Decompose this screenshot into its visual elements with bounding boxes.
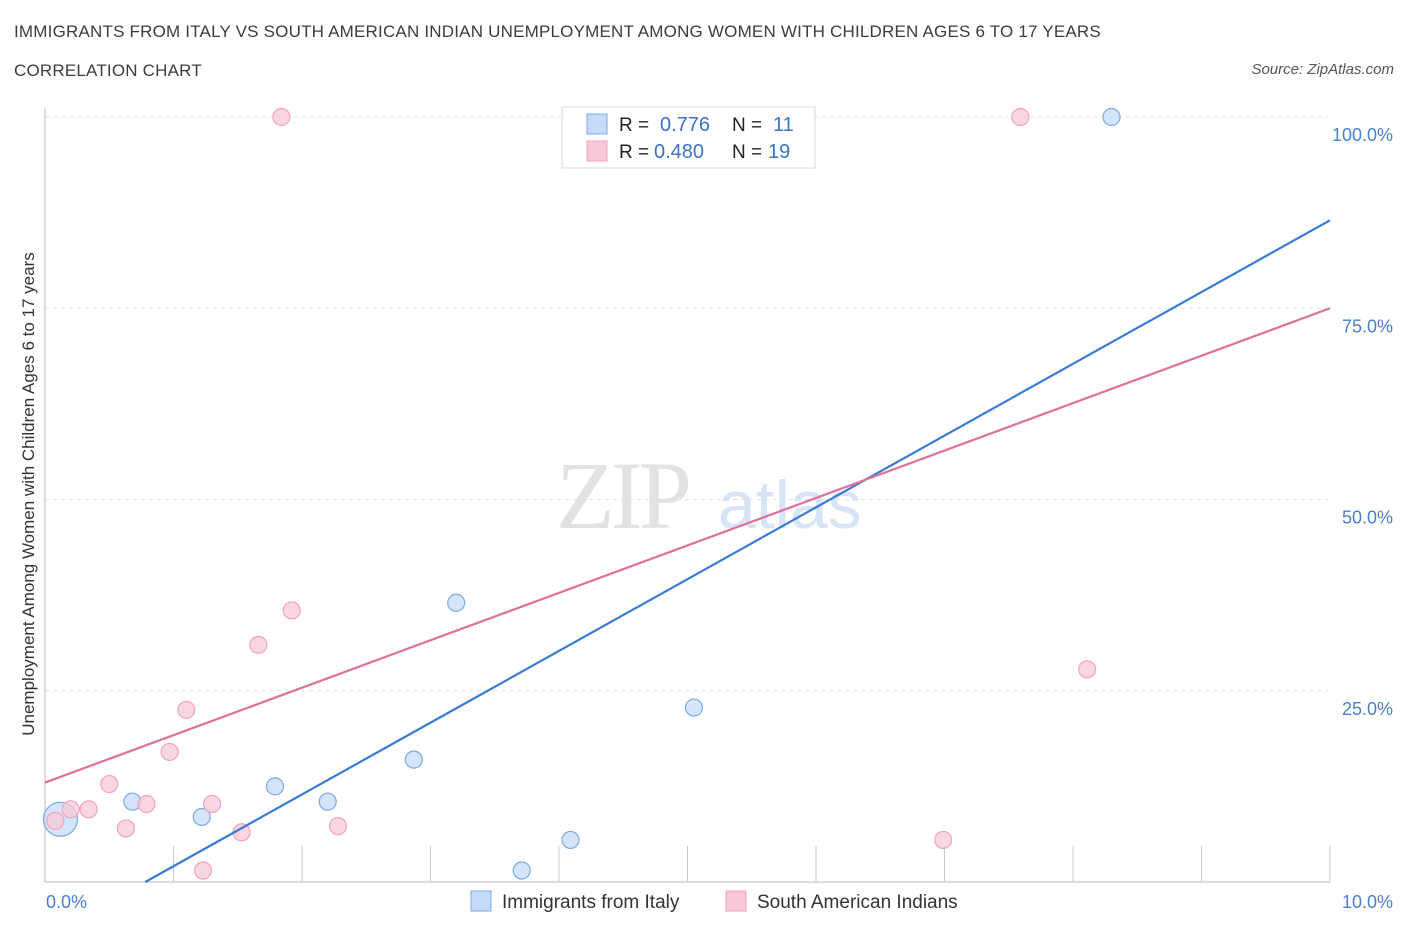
point-sai-17 [934,830,953,850]
x-tick-label-min: 0.0% [46,892,87,912]
point-italy-2 [192,807,211,827]
legend-n-label-sai: N = [732,142,762,163]
point-italy-10 [1102,107,1121,127]
legend-swatch-sai [586,140,608,162]
y-tick-label-50: 50.0% [1342,508,1393,528]
legend-r-label-italy: R = [619,115,649,136]
point-sai-8 [193,861,213,880]
point-sai-1 [61,800,80,819]
point-sai-16 [1011,107,1030,127]
point-sai-7 [177,700,196,719]
point-sai-6 [160,742,179,762]
legend-n-label-italy: N = [732,115,762,136]
x-tick-label-max: 10.0% [1342,892,1393,912]
watermark-atlas: atlas [718,467,862,543]
point-italy-9 [684,698,704,717]
y-axis-label: Unemployment Among Women with Children A… [19,252,38,736]
point-italy-4 [318,792,337,811]
legend-r-label-sai: R = [619,142,649,163]
scatter-points [42,107,1121,880]
chart-subtitle: CORRELATION CHART [14,61,202,80]
point-sai-14 [328,817,348,836]
watermark-zip: ZIP [556,442,689,549]
point-italy-6 [447,593,466,612]
series-legend-swatch-sai [725,890,747,912]
point-sai-5 [137,794,156,814]
trend-lines [44,219,1331,883]
point-sai-18 [1078,660,1097,679]
y-tick-label-75: 75.0% [1342,316,1393,336]
trend-line-sai [44,307,1331,784]
point-sai-11 [249,635,268,654]
gridlines [45,116,1330,692]
point-sai-2 [79,800,98,819]
point-sai-3 [100,774,119,794]
chart-title: IMMIGRANTS FROM ITALY VS SOUTH AMERICAN … [14,22,1101,41]
point-italy-7 [512,861,531,880]
series-legend-label-sai: South American Indians [757,892,958,913]
point-sai-13 [282,601,301,620]
legend-n-value-sai: 19 [768,141,790,163]
point-italy-3 [265,777,285,796]
point-sai-4 [116,819,136,838]
y-tick-label-100: 100.0% [1332,125,1393,145]
legend-r-value-italy: 0.776 [660,114,710,136]
legend-r-value-sai: 0.480 [654,141,704,163]
stats-legend: R = 0.776 N = 11 R = 0.480 N = 19 [561,106,816,169]
source-note: Source: ZipAtlas.com [1251,61,1394,78]
trend-line-italy [144,219,1331,883]
legend-n-value-italy: 11 [773,114,794,136]
series-legend: Immigrants from Italy South American Ind… [470,890,958,913]
series-legend-label-italy: Immigrants from Italy [502,892,680,913]
y-tick-label-25: 25.0% [1342,699,1393,719]
y-tick-labels: 25.0% 50.0% 75.0% 100.0% [1332,125,1393,719]
point-sai-12 [272,107,291,127]
point-sai-9 [202,794,222,814]
point-sai-0 [46,811,65,830]
legend-swatch-italy [586,113,608,135]
point-italy-5 [404,750,423,769]
series-legend-swatch-italy [470,890,492,912]
point-italy-8 [561,830,580,850]
x-axis-ticks [173,846,1331,882]
